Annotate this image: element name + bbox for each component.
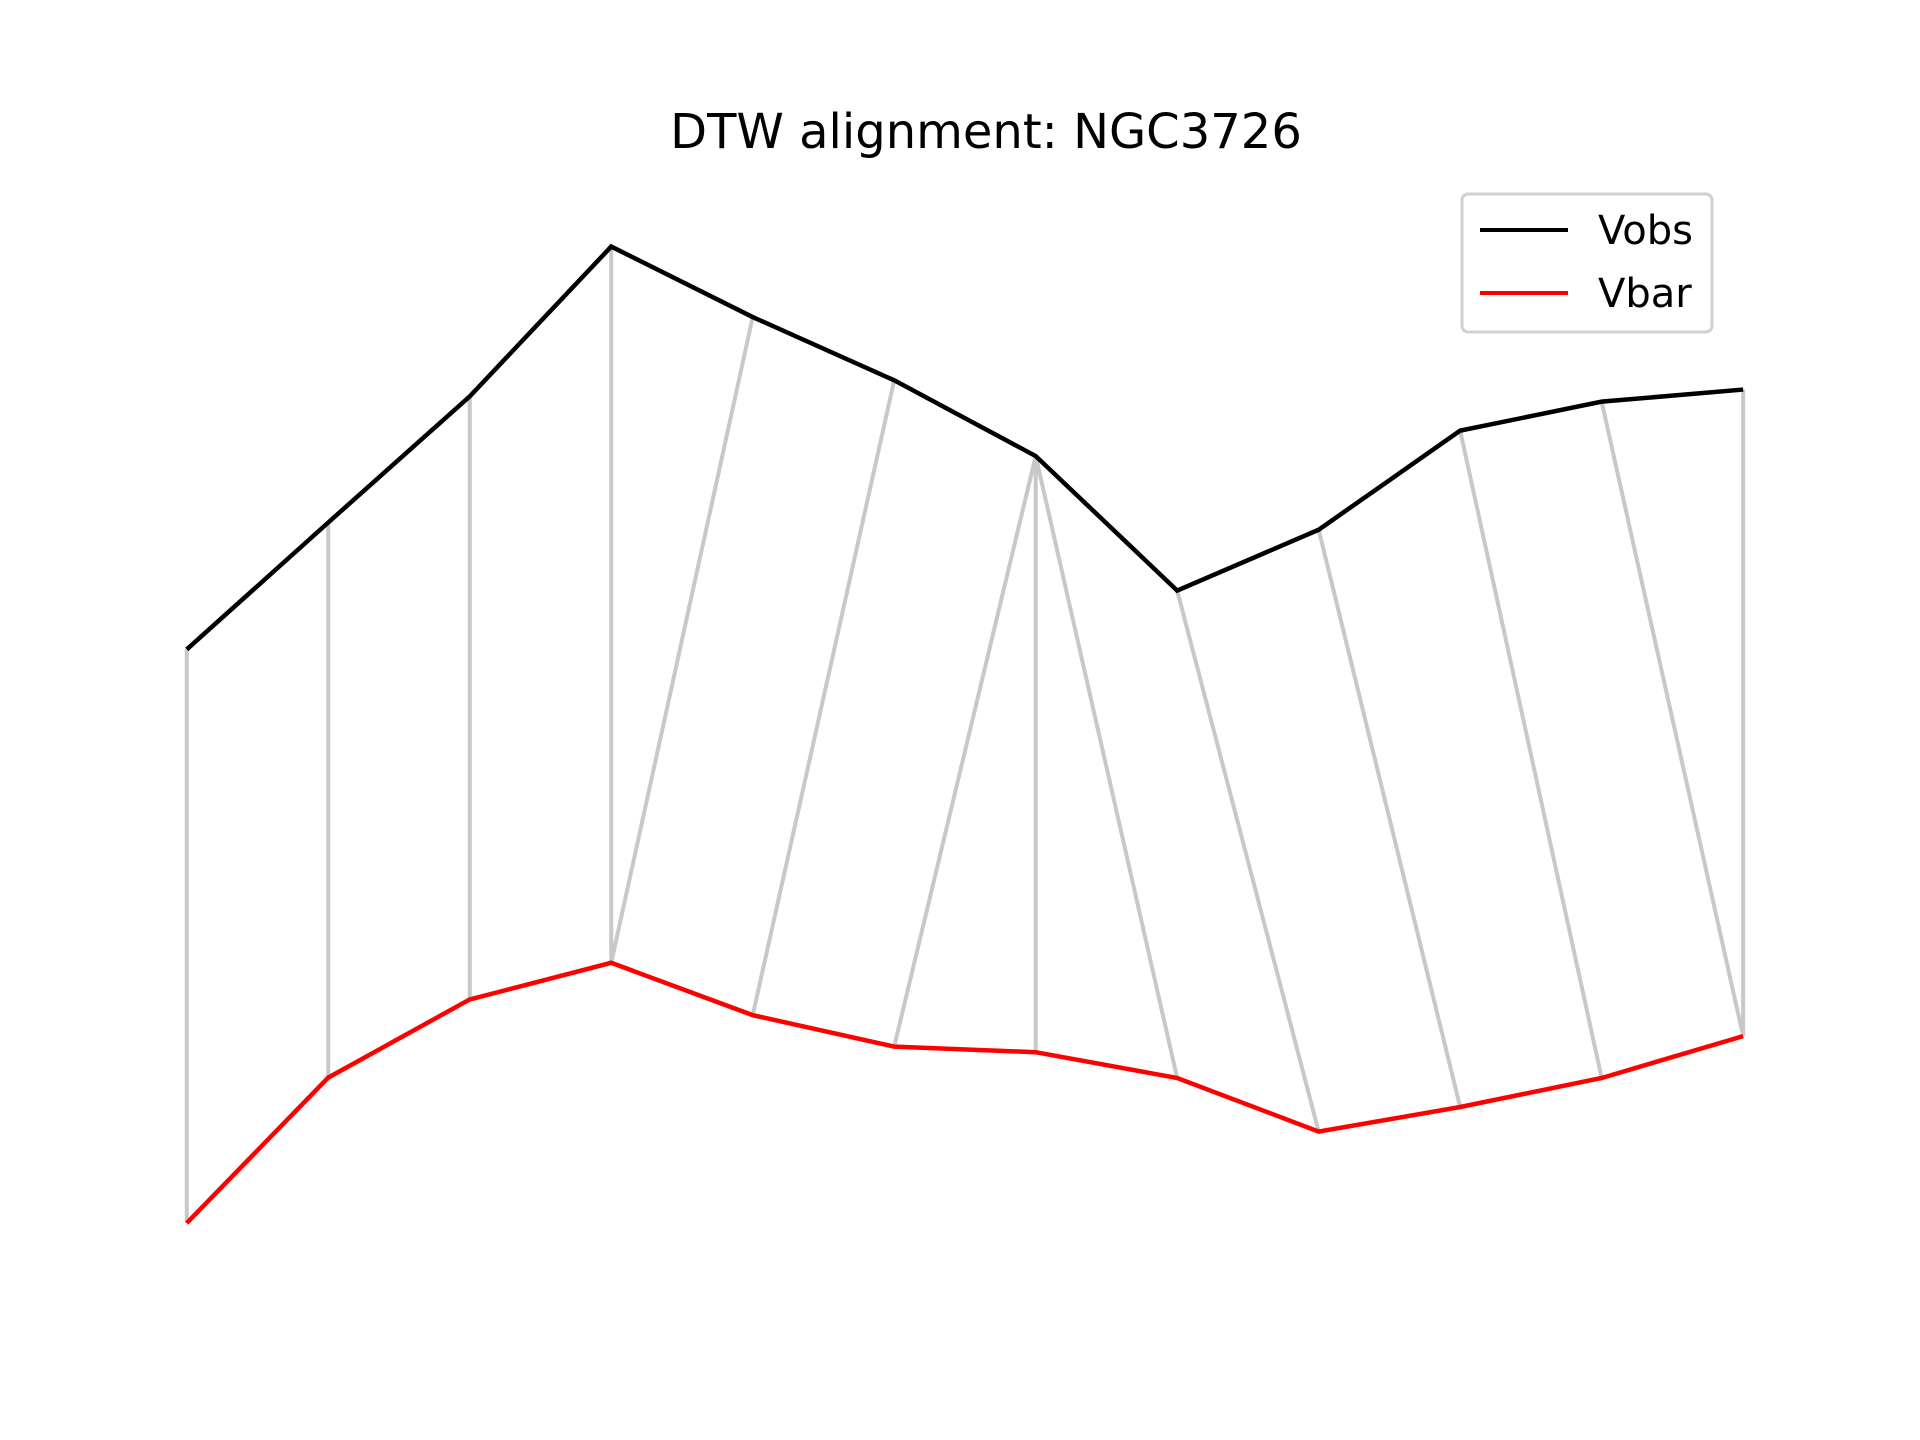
series-line-vobs: [185, 243, 1744, 652]
alignment-line-10: [1316, 529, 1463, 1108]
series-lines: [185, 243, 1744, 1225]
alignment-line-9: [1175, 590, 1321, 1133]
alignment-line-11: [1458, 430, 1604, 1079]
legend-label-vobs: Vobs: [1598, 208, 1693, 254]
alignment-lines: [184, 246, 1746, 1224]
alignment-line-12: [1599, 401, 1746, 1037]
series-line-vbar: [185, 960, 1744, 1225]
alignment-line-5: [750, 379, 897, 1016]
alignment-line-8: [1033, 455, 1180, 1079]
alignment-line-6: [892, 455, 1038, 1048]
legend-label-vbar: Vbar: [1598, 271, 1692, 317]
chart-title: DTW alignment: NGC3726: [670, 104, 1302, 160]
alignment-line-4: [609, 316, 755, 964]
legend: Vobs Vbar: [1460, 192, 1714, 334]
